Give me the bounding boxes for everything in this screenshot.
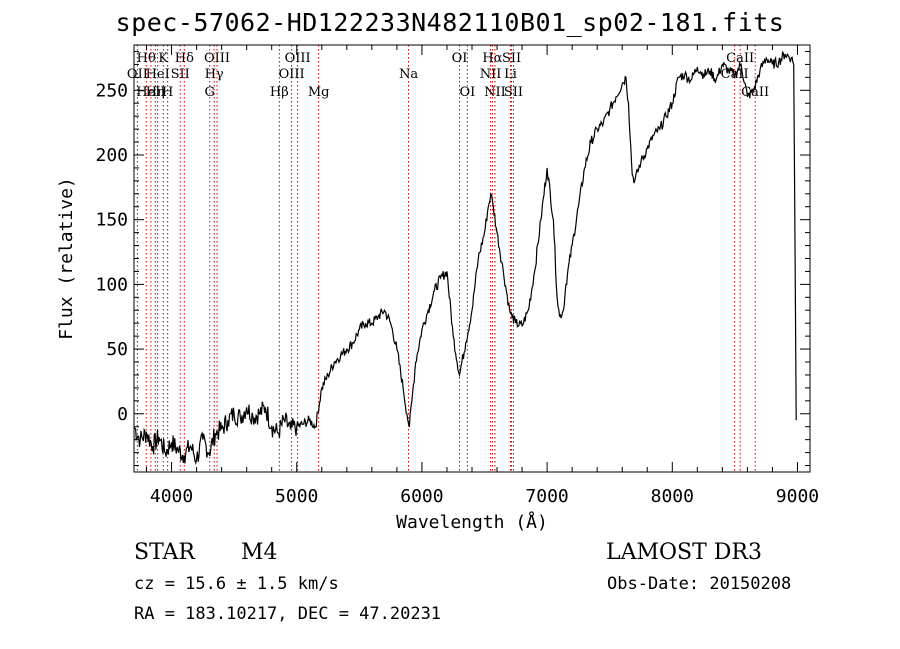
marker-label-7: SII [171, 67, 190, 82]
y-axis-ticks: 0 50 100 150 200 250 [95, 50, 810, 467]
marker-label-13: OIII [279, 67, 305, 82]
marker-label-0: Hθ [137, 51, 156, 66]
marker-label-12: OIII [285, 51, 311, 66]
marker-label-20: NII [480, 67, 502, 82]
y-tick-label-0: 0 [117, 404, 128, 425]
marker-label-19: Hα [482, 51, 502, 66]
marker-label-11: G [205, 85, 215, 100]
marker-label-27: CaII [741, 85, 769, 100]
marker-label-3: K [158, 51, 168, 66]
marker-label-23: Li [504, 67, 517, 82]
marker-label-1: OII [127, 67, 148, 82]
marker-label-25: CaII [726, 51, 754, 66]
marker-label-5: Hη [146, 85, 165, 100]
marker-label-17: OI [452, 51, 468, 66]
x-axis-label: Wavelength (Å) [396, 511, 548, 533]
marker-label-6: Hδ [175, 51, 194, 66]
x-axis-ticks: 4000 5000 6000 7000 8000 9000 [146, 45, 819, 507]
y-tick-label-2: 100 [95, 274, 128, 295]
y-axis-label: Flux (relative) [56, 177, 77, 340]
marker-label-2: HeII [136, 85, 165, 100]
marker-label-22: SII [502, 51, 521, 66]
marker-label-21: NII [484, 85, 506, 100]
marker-label-8: H [162, 85, 173, 100]
spectral-subclass: M4 [241, 540, 278, 565]
obs-date: Obs-Date: 20150208 [607, 574, 792, 594]
x-tick-label-5: 9000 [776, 486, 819, 507]
plot-frame [133, 44, 811, 473]
spectrum-series [133, 50, 797, 466]
marker-label-24: SII [504, 85, 523, 100]
redshift-cz: cz = 15.6 ± 1.5 km/s [134, 574, 339, 594]
marker-label-4: HeI [146, 67, 170, 82]
x-tick-label-2: 6000 [400, 486, 443, 507]
marker-label-10: Hγ [205, 67, 224, 82]
marker-label-16: Na [399, 67, 418, 82]
marker-label-18: OI [459, 85, 475, 100]
marker-label-15: Mg [308, 85, 330, 100]
ra-dec: RA = 183.10217, DEC = 47.20231 [134, 604, 442, 624]
y-tick-label-5: 250 [95, 80, 128, 101]
marker-label-9: OIII [204, 51, 230, 66]
marker-label-14: Hβ [270, 85, 289, 100]
x-tick-label-4: 8000 [651, 486, 694, 507]
survey-name: LAMOST DR3 [606, 540, 762, 565]
y-tick-label-3: 150 [95, 210, 128, 231]
x-tick-label-0: 4000 [150, 486, 193, 507]
star-type: STAR [134, 540, 195, 565]
y-tick-label-1: 50 [106, 339, 128, 360]
x-tick-label-3: 7000 [525, 486, 568, 507]
y-tick-label-4: 200 [95, 145, 128, 166]
x-tick-label-1: 5000 [275, 486, 318, 507]
chart-title: spec-57062-HD122233N482110B01_sp02-181.f… [115, 8, 785, 37]
emission-line-markers [136, 45, 756, 472]
